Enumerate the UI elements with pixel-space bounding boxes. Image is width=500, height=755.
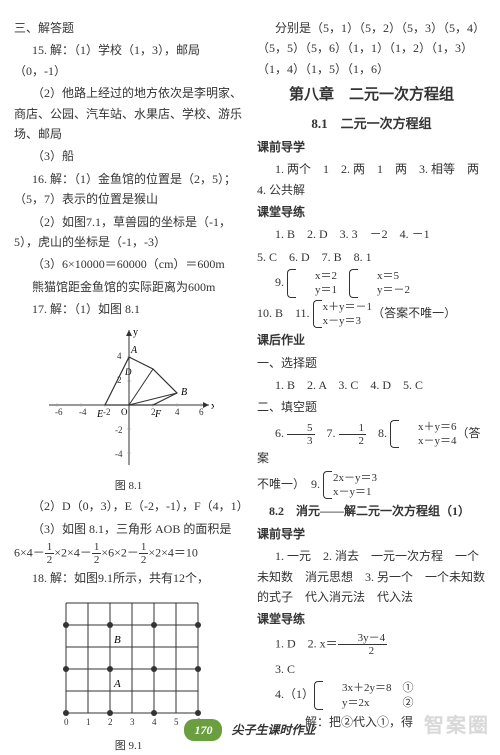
footer-title: 尖子生课时作业: [231, 723, 315, 737]
section-8-1-title: 8.1 二元一次方程组: [257, 113, 486, 135]
q16-4: 熊猫馆距金鱼馆的实际距离为600m: [14, 277, 243, 297]
figure-9-1: A B 0123456: [54, 593, 204, 733]
svg-text:x: x: [211, 401, 214, 412]
svg-text:-6: -6: [55, 407, 63, 417]
q15-3: （3）船: [14, 146, 243, 166]
right-column: 分别是（5，1）（5，2）（5，3）（5，4）（5，5）（5，6）（1，1）（1…: [257, 18, 486, 755]
q82d: 4.（1）3x＋2y＝8 ①y＝2x ②: [257, 681, 486, 710]
caption-8-1: 图 8.1: [14, 477, 243, 496]
svg-text:D: D: [124, 367, 132, 377]
q6: 6. 53 7. 12 8. x＋y＝6x－y＝4（答案: [257, 420, 486, 469]
svg-text:A: A: [130, 345, 138, 356]
q16-1: 16. 解：（1）金鱼馆的位置是（2，5）；（5，7）表示的位置是猴山: [14, 169, 243, 210]
top-coords: 分别是（5，1）（5，2）（5，3）（5，4）（5，5）（5，6）（1，1）（1…: [257, 18, 486, 79]
inclass-practice: 课堂导练: [257, 202, 486, 222]
q17-1: 17. 解：（1）如图 8.1: [14, 299, 243, 319]
svg-text:4: 4: [117, 351, 122, 361]
q16-3: （3）6×10000＝60000（cm）＝600m: [14, 254, 243, 274]
fill-heading: 二、填空题: [257, 397, 486, 417]
q82a: 1. 一元 2. 消去 一元一次方程 一个未知数 消元思想 3. 另一个 一个未…: [257, 546, 486, 607]
preclass-guide: 课前导学: [257, 137, 486, 157]
q3: 5. C 6. D 7. B 8. 1: [257, 247, 486, 267]
svg-text:E: E: [96, 409, 103, 420]
q15-1: 15. 解：（1）学校（1，3），邮局（0，-1）: [14, 40, 243, 81]
inclass-practice-2: 课堂导练: [257, 609, 486, 629]
watermark: 智案圈: [424, 709, 490, 743]
q16-2: （2）如图7.1，草兽园的坐标是（-1，5），虎山的坐标是（-1，-3）: [14, 212, 243, 253]
svg-text:O: O: [121, 407, 128, 417]
svg-text:F: F: [154, 409, 162, 420]
q10: 10. B 11. x＋y＝－1x－y＝3（答案不唯一）: [257, 300, 486, 329]
svg-text:-2: -2: [103, 407, 111, 417]
q6b: 不唯一） 9. 2x－y＝3x－y＝1: [257, 471, 486, 500]
svg-text:B: B: [181, 387, 187, 398]
q9: 9. x＝2y＝1 x＝5y＝－2: [257, 269, 486, 298]
eq-17: 6×4－12×2×4－12×6×2－12×2×4＝10: [14, 541, 243, 566]
svg-text:-4: -4: [115, 449, 123, 459]
svg-text:4: 4: [175, 407, 180, 417]
q15-2: （2）他路上经过的地方依次是李明家、商店、公园、汽车站、水果店、学校、游乐场、邮…: [14, 83, 243, 144]
q18-1: 18. 解：如图9.1所示，共有12个，: [14, 568, 243, 588]
left-column: 三、解答题 15. 解：（1）学校（1，3），邮局（0，-1） （2）他路上经过…: [14, 18, 243, 755]
figure-8-1: x y O -6-4-2 246 24 -2-4 A B F E D: [44, 323, 214, 473]
q17-3: （3）如图 8.1，三角形 AOB 的面积是: [14, 519, 243, 539]
q82b: 1. D 2. x＝3y－42: [257, 632, 486, 657]
svg-text:-2: -2: [115, 425, 123, 435]
q17-2: （2）D（0，3），E（-2，-1），F（4，1）: [14, 496, 243, 516]
svg-text:B: B: [114, 634, 121, 646]
homework: 课后作业: [257, 330, 486, 350]
svg-text:-4: -4: [79, 407, 87, 417]
q1: 1. 两个 1 2. 两 1 两 3. 相等 两 4. 公共解: [257, 159, 486, 200]
q2: 1. B 2. D 3. 3 －2 4. －1: [257, 224, 486, 244]
preclass-guide-2: 课前导学: [257, 524, 486, 544]
choice-answers: 1. B 2. A 3. C 4. D 5. C: [257, 375, 486, 395]
svg-text:A: A: [113, 678, 121, 690]
section-3-title: 三、解答题: [14, 18, 243, 38]
page-number: 170: [184, 719, 222, 741]
section-8-2-title: 8.2 消元——解二元一次方程组（1）: [257, 501, 486, 521]
choice-heading: 一、选择题: [257, 353, 486, 373]
svg-text:6: 6: [199, 407, 204, 417]
svg-text:y: y: [133, 327, 138, 338]
q82c: 3. C: [257, 659, 486, 679]
chapter-8-title: 第八章 二元一次方程组: [257, 83, 486, 109]
